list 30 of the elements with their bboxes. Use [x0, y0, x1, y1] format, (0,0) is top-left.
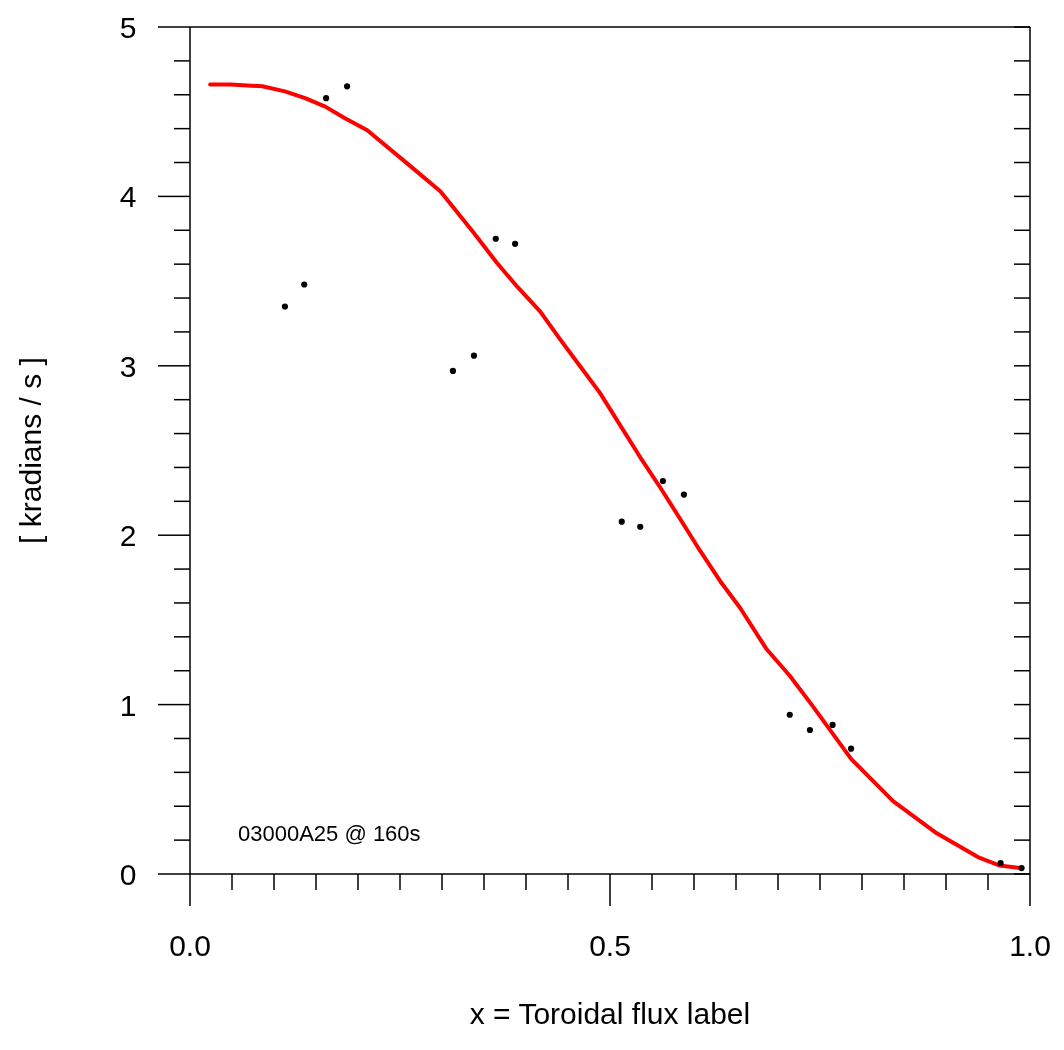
point [637, 523, 644, 530]
point [786, 711, 793, 718]
y-tick-label: 4 [119, 180, 137, 214]
point [680, 491, 688, 498]
y-tick-label: 1 [119, 688, 137, 722]
point [470, 352, 478, 359]
point [322, 95, 330, 102]
point [449, 367, 457, 374]
point [847, 745, 855, 752]
point [997, 859, 1004, 867]
x-tick-label: 0.0 [169, 929, 211, 962]
point [829, 721, 836, 729]
point [281, 303, 289, 310]
point [492, 235, 499, 242]
point [659, 477, 667, 485]
point [806, 726, 814, 734]
y-tick-label: 2 [119, 519, 137, 553]
point [1018, 864, 1025, 872]
x-tick-label: 0.5 [589, 929, 631, 962]
point [511, 240, 519, 247]
x-axis-title: x = Toroidal flux label [469, 997, 751, 1030]
point [618, 518, 625, 525]
annotation: 03000A25 @ 160s [238, 821, 421, 847]
y-tick-label: 0 [119, 858, 137, 891]
y-axis-title: [ kradians / s ] [13, 357, 47, 544]
point [301, 281, 308, 288]
y-tick-label: 5 [119, 11, 137, 44]
y-tick-label: 3 [119, 349, 137, 383]
x-tick-label: 1.0 [1009, 929, 1051, 962]
point [343, 83, 351, 90]
